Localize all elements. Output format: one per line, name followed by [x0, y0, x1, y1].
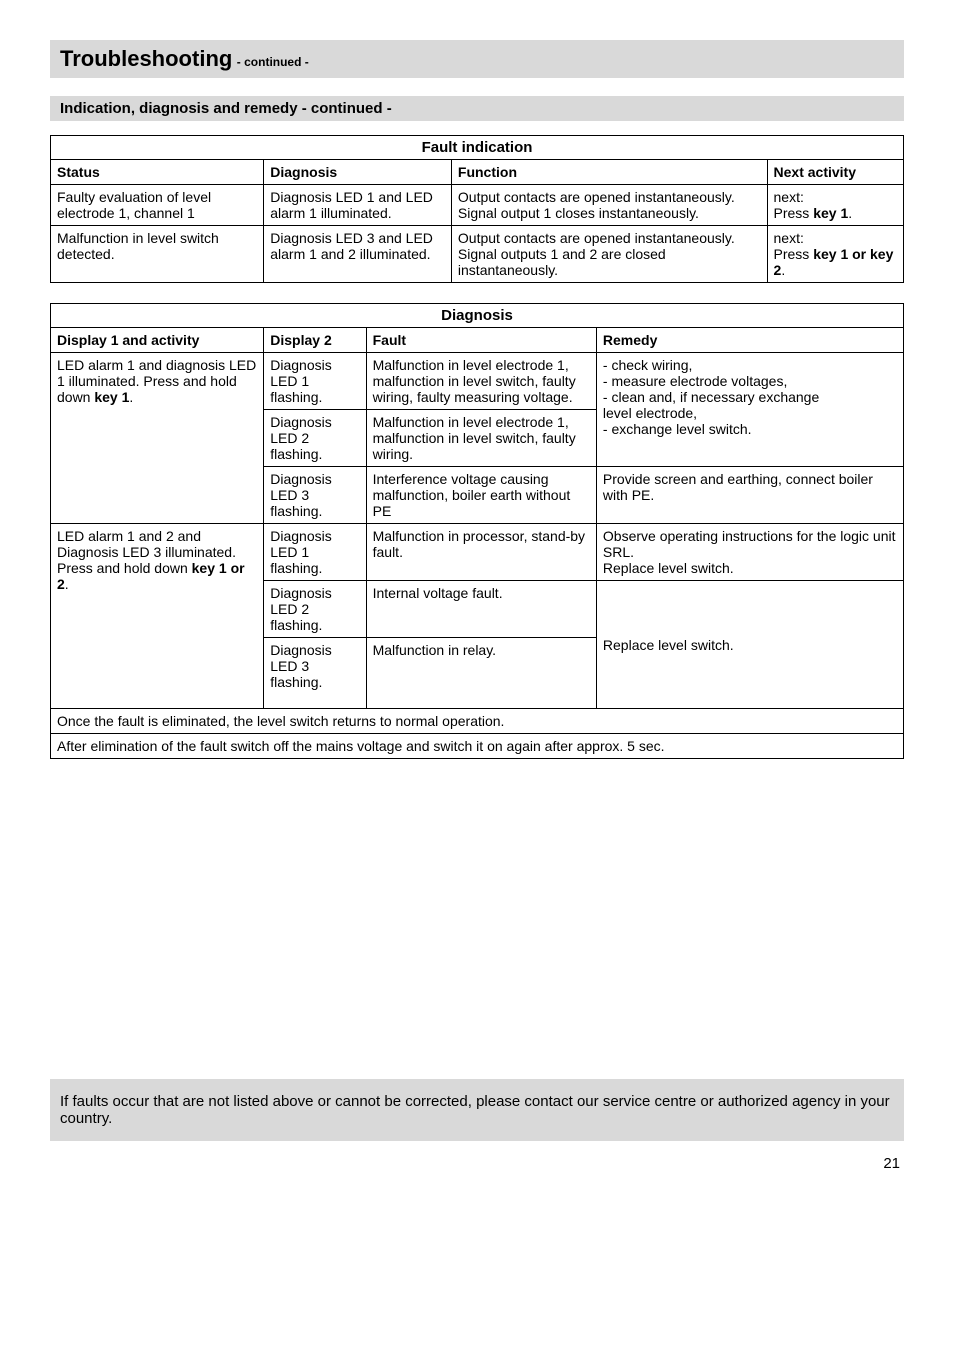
t2-g2-disp1: LED alarm 1 and 2 and Diagnosis LED 3 il… — [51, 524, 264, 709]
t1-r2-status: Malfunction in level switch detected. — [51, 226, 264, 283]
t1-col-diag: Diagnosis — [264, 160, 452, 185]
t2-g1-r1-fault: Malfunction in level electrode 1, malfun… — [366, 353, 596, 410]
t1-r1-func: Output contacts are opened instantaneous… — [451, 185, 767, 226]
t2-g2-r1-d2: Diagnosis LED 1 flashing. — [264, 524, 366, 581]
t2-g1-disp1: LED alarm 1 and diagnosis LED 1 illumina… — [51, 353, 264, 524]
table-row: Once the fault is eliminated, the level … — [51, 709, 904, 734]
t1-r1-diag: Diagnosis LED 1 and LED alarm 1 illumina… — [264, 185, 452, 226]
section-title: Troubleshooting — [60, 46, 232, 71]
t2-g1-r2-fault: Malfunction in level electrode 1, malfun… — [366, 410, 596, 467]
t2-col-d2: Display 2 — [264, 328, 366, 353]
table-row: LED alarm 1 and 2 and Diagnosis LED 3 il… — [51, 524, 904, 581]
t2-col-remedy: Remedy — [596, 328, 903, 353]
fault-indication-table: Fault indication Status Diagnosis Functi… — [50, 135, 904, 283]
diagnosis-table: Diagnosis Display 1 and activity Display… — [50, 303, 904, 759]
t2-g2-r2-d2: Diagnosis LED 2 flashing. — [264, 581, 366, 638]
t2-g2-r3-d2: Diagnosis LED 3 flashing. — [264, 638, 366, 709]
t2-g2-r2-fault: Internal voltage fault. — [366, 581, 596, 638]
table-row: Faulty evaluation of level electrode 1, … — [51, 185, 904, 226]
table-row: LED alarm 1 and diagnosis LED 1 illumina… — [51, 353, 904, 410]
section-sub: - continued - — [237, 55, 309, 69]
table2-caption: Diagnosis — [51, 304, 904, 328]
t2-g2-remedy23: Replace level switch. — [596, 581, 903, 709]
t2-g1-r1-d2: Diagnosis LED 1 flashing. — [264, 353, 366, 410]
t2-g2-r3-fault: Malfunction in relay. — [366, 638, 596, 709]
t2-col-fault: Fault — [366, 328, 596, 353]
table-row: After elimination of the fault switch of… — [51, 734, 904, 759]
t2-note1: Once the fault is eliminated, the level … — [51, 709, 904, 734]
t1-r2-diag: Diagnosis LED 3 and LED alarm 1 and 2 il… — [264, 226, 452, 283]
t2-g2-r1-fault: Malfunction in processor, stand-by fault… — [366, 524, 596, 581]
t1-col-status: Status — [51, 160, 264, 185]
t2-note2: After elimination of the fault switch of… — [51, 734, 904, 759]
section-header: Troubleshooting - continued - — [50, 40, 904, 78]
t1-r1-next: next: Press key 1. — [767, 185, 903, 226]
t2-col-d1: Display 1 and activity — [51, 328, 264, 353]
t2-g1-r3-fault: Interference voltage causing malfunction… — [366, 467, 596, 524]
page-number: 21 — [50, 1141, 904, 1172]
t2-g1-r2-d2: Diagnosis LED 2 flashing. — [264, 410, 366, 467]
t2-g1-r3-d2: Diagnosis LED 3 flashing. — [264, 467, 366, 524]
t1-col-func: Function — [451, 160, 767, 185]
footer-note: If faults occur that are not listed abov… — [50, 1079, 904, 1141]
t1-r2-func: Output contacts are opened instantaneous… — [451, 226, 767, 283]
t2-g1-r3-remedy: Provide screen and earthing, connect boi… — [596, 467, 903, 524]
table1-caption: Fault indication — [51, 136, 904, 160]
sub-header: Indication, diagnosis and remedy - conti… — [50, 96, 904, 121]
t1-r2-next: next: Press key 1 or key 2. — [767, 226, 903, 283]
t1-col-next: Next activity — [767, 160, 903, 185]
t1-r1-status: Faulty evaluation of level electrode 1, … — [51, 185, 264, 226]
t2-g1-remedy12: - check wiring, - measure electrode volt… — [596, 353, 903, 467]
t2-g2-r1-remedy: Observe operating instructions for the l… — [596, 524, 903, 581]
table-row: Malfunction in level switch detected. Di… — [51, 226, 904, 283]
